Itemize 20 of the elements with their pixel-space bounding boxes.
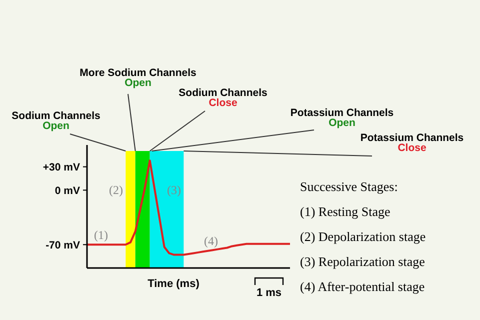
y-tick-label: -70 mV (46, 239, 80, 252)
text: More Sodium Channels Open (80, 67, 196, 89)
text: Potassium Channels Open (290, 107, 394, 129)
text: (1) Resting Stage (300, 204, 390, 219)
y-tick-label: 0 mV (54, 184, 80, 197)
text: (2) Depolarization stage (300, 229, 426, 244)
y-tick-label: +30 mV (42, 161, 80, 174)
annotation: (1) (94, 228, 108, 242)
text: Sodium Channels Close (178, 87, 268, 109)
text: Potassium Channels Close (360, 132, 464, 154)
text: Successive Stages: (300, 179, 398, 194)
text: (3) Repolarization stage (300, 254, 426, 269)
x-axis-title: Time (ms) (148, 278, 200, 290)
annotation: (2) (109, 183, 123, 197)
text: 1 ms (256, 287, 282, 299)
annotation: (3) (167, 183, 181, 197)
text: Sodium Channels Open (12, 110, 100, 132)
text: (4) After-potential stage (300, 279, 425, 294)
annotation: (4) (204, 234, 218, 248)
line-series (86, 160, 291, 256)
